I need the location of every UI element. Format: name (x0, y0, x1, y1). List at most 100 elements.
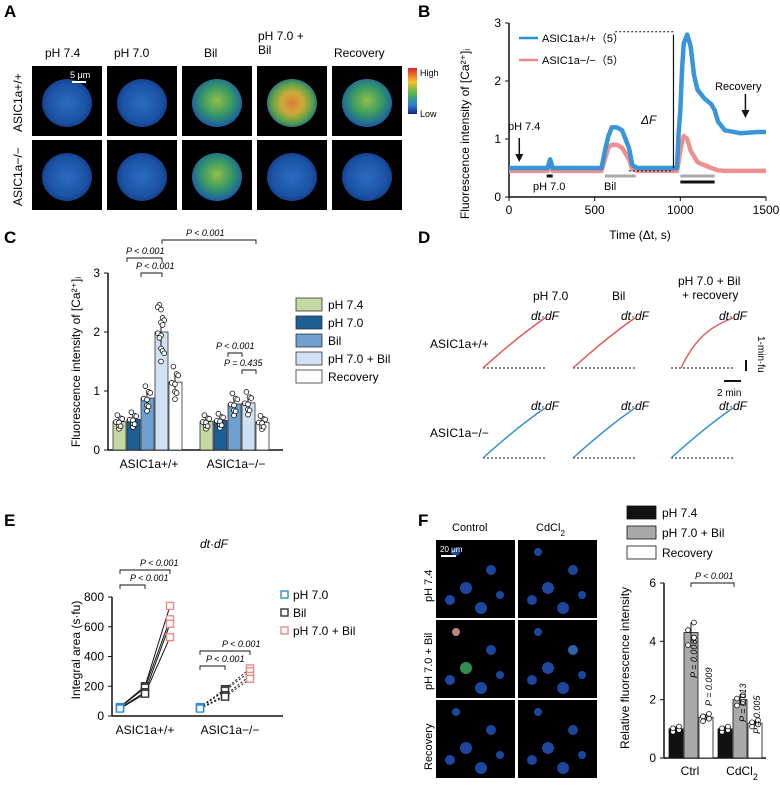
c-point (170, 363, 177, 370)
c-point (246, 407, 253, 414)
f-image-grid (436, 540, 597, 778)
f-cell (486, 565, 496, 575)
b-y-tick-label: 2 (494, 74, 501, 88)
c-sig-bracket (227, 352, 243, 357)
legend-label: ASIC1a+/+（5） (542, 32, 624, 45)
legend-label: ASIC1a−/−（5） (542, 54, 624, 67)
e-sig-label: P < 0.001 (140, 558, 178, 568)
c-ylabel: Fluorescence intensity of [Ca²⁺]ᵢ (69, 277, 83, 447)
c-point (119, 416, 125, 422)
c-point (159, 322, 166, 328)
b-series-line (509, 133, 766, 174)
f-cell (534, 708, 542, 716)
f-sig-label: P = 0.008 (689, 640, 699, 678)
f-cell (460, 582, 472, 594)
f-cell (445, 675, 455, 685)
f-cell (568, 725, 578, 735)
f-cell (534, 628, 542, 636)
c-point (114, 412, 121, 418)
f-point (725, 723, 731, 730)
e-point (245, 674, 255, 684)
a-cell (342, 153, 392, 201)
c-point (172, 396, 178, 402)
c-point (231, 402, 237, 409)
f-image-tile (436, 620, 515, 698)
c-point (232, 408, 239, 415)
e-category-label: ASIC1a−/− (201, 723, 260, 737)
c-sig-bracket (126, 257, 163, 262)
c-point (172, 381, 178, 387)
f-point (734, 702, 740, 709)
c-point (245, 401, 251, 408)
b-xlabel: Time (Δt, s) (609, 228, 671, 242)
f-cell (475, 602, 487, 614)
c-sig-bracket (241, 369, 257, 374)
f-cell (557, 602, 569, 614)
a-cell (192, 153, 242, 201)
e-category-label: ASIC1a+/+ (116, 723, 175, 737)
panel-f-images: Control CdCl2 pH 7.4 pH 7.0 + Bil Recove… (423, 522, 597, 778)
a-row-label: ASIC1a+/+ (11, 73, 25, 132)
f-scale-bar-label: 20 μm (440, 545, 463, 554)
f-cell (496, 591, 504, 599)
a-image-grid (32, 66, 402, 210)
colorbar-low-label: Low (420, 109, 437, 119)
f-cell (475, 762, 487, 774)
c-legend-swatch (295, 315, 323, 330)
c-point (128, 409, 135, 416)
c-legend-label: pH 7.4 (328, 298, 364, 312)
c-bars: P < 0.001 P < 0.001 P < 0.001 P < 0.001 P = … (112, 228, 270, 451)
e-point (140, 689, 150, 698)
d-trace (482, 407, 546, 459)
c-legend-swatch (295, 369, 323, 384)
d-row-label: ASIC1a−/− (430, 426, 489, 440)
e-legend-label: pH 7.0 + Bil (293, 624, 355, 638)
c-sig-label: P < 0.001 (136, 261, 174, 271)
c-legend-label: pH 7.0 (328, 316, 364, 330)
e-sig-bracket (199, 665, 226, 670)
d-trace (482, 317, 546, 369)
a-row-label: ASIC1a−/− (11, 147, 25, 206)
f-point (700, 718, 706, 725)
panel-a: pH 7.4 pH 7.0 Bil pH 7.0 + Bil Recovery A… (11, 29, 439, 210)
c-legend-swatch (295, 297, 323, 312)
panel-d: pH 7.0 Bil pH 7.0 + Bil + recovery ASIC1a… (430, 274, 766, 459)
f-y-tick-label: 0 (649, 751, 656, 765)
f-legend-swatch (626, 505, 657, 520)
a-cell (117, 153, 167, 201)
f-image-tile (436, 540, 515, 618)
f-point (719, 725, 725, 732)
f-legend: pH 7.4 pH 7.0 + Bil Recovery (626, 505, 724, 560)
e-legend-label: pH 7.0 (293, 588, 329, 602)
b-x-tick-label: 1500 (753, 203, 780, 217)
panel-letter-f: F (418, 511, 428, 530)
f-sig-bracket (690, 582, 735, 587)
f-legend-label: pH 7.0 + Bil (662, 526, 724, 540)
f-cell (486, 645, 496, 655)
f-legend-swatch (626, 525, 657, 540)
c-sig-bracket (140, 272, 163, 277)
b-x-tick-label: 1000 (667, 203, 694, 217)
a-col-label: Bil (204, 46, 217, 60)
e-ylabel: Integral area (s·fu) (69, 601, 83, 700)
f-cell (452, 708, 460, 716)
f-sig-label: P = 0.005 (752, 695, 762, 734)
b-y-tick-label: 3 (494, 16, 501, 30)
d-trace (572, 317, 636, 369)
f-row-label: pH 7.4 (423, 570, 435, 602)
e-lines: P < 0.001 P < 0.001 P < 0.001 P < 0.001 (115, 558, 260, 713)
e-sig-bracket (119, 584, 146, 589)
f-cell (445, 755, 455, 765)
f-cell (542, 662, 554, 674)
c-sig-label: P < 0.001 (186, 228, 224, 238)
c-legend: pH 7.4 pH 7.0 Bil pH 7.0 + Bil Recovery (295, 297, 390, 384)
panel-letter-c: C (4, 228, 16, 247)
e-paired-line (199, 668, 251, 708)
f-point (685, 627, 691, 633)
panel-c: Fluorescence intensity of [Ca²⁺]ᵢ 0 1 2 3 AS… (69, 228, 390, 471)
a-cell (267, 79, 317, 127)
f-point (706, 715, 712, 722)
e-sig-label: P < 0.001 (222, 639, 260, 649)
f-point (740, 692, 746, 698)
